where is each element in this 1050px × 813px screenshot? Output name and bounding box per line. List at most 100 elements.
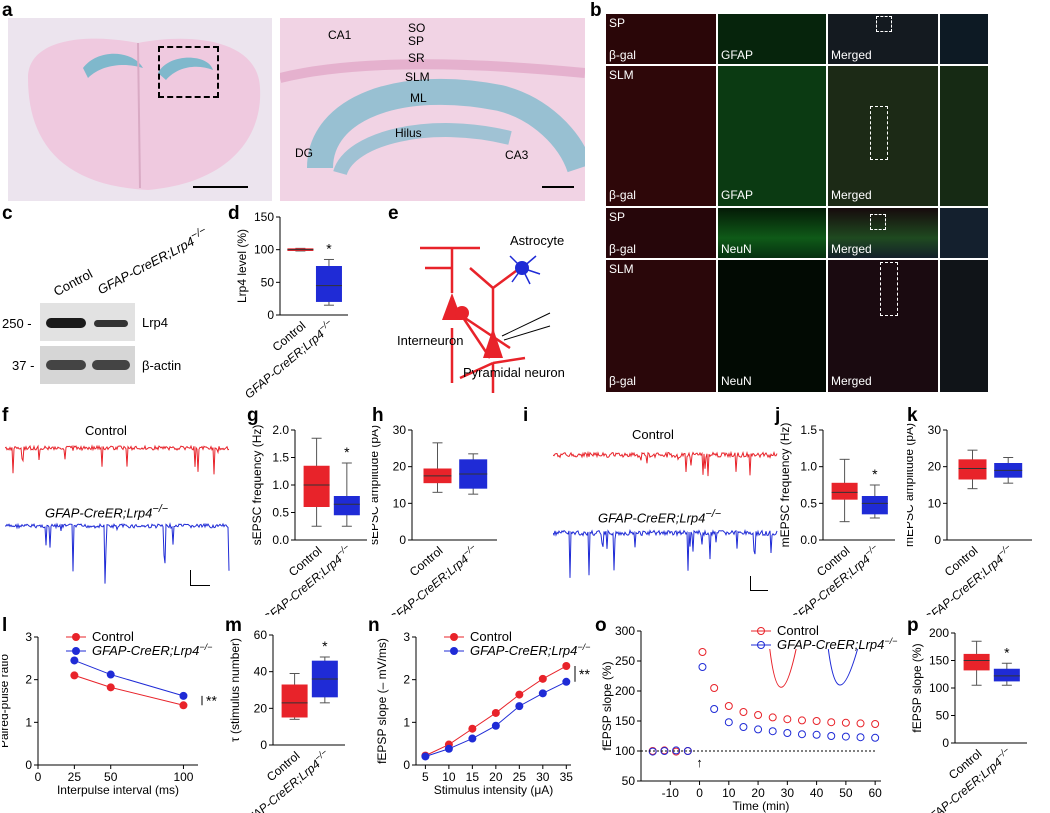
data-point	[871, 733, 880, 742]
y-tick-label: 100	[929, 681, 949, 695]
region-slm: SLM	[405, 70, 430, 84]
y-tick-label: 10	[393, 496, 407, 510]
data-point	[841, 732, 850, 741]
data-point	[468, 734, 477, 743]
scale-bar	[750, 576, 751, 590]
row3-zoom	[940, 208, 988, 258]
y-tick-label: 50	[622, 774, 636, 788]
data-point	[754, 725, 763, 734]
x-tick-label: 0	[35, 770, 42, 784]
zoom-box	[870, 214, 886, 230]
pyramidal-label: Pyramidal neuron	[463, 365, 565, 380]
data-point	[827, 732, 836, 740]
data-point	[812, 730, 821, 739]
trace-i-control-label: Control	[632, 427, 674, 442]
data-point	[710, 705, 719, 713]
data-point	[444, 744, 453, 753]
data-point	[538, 674, 547, 683]
x-tick-label: 10	[442, 770, 456, 784]
row3-region: SP	[609, 210, 626, 224]
x-tick-label: 25	[68, 770, 82, 784]
data-point	[70, 671, 79, 680]
data-point	[106, 683, 115, 692]
data-point	[710, 684, 719, 692]
data-point	[698, 663, 707, 671]
band-lrp4: Lrp4	[142, 315, 169, 330]
legend-marker	[757, 641, 765, 649]
region-hilus: Hilus	[395, 126, 422, 140]
blot-control-label: Control	[50, 266, 96, 299]
data-point	[812, 717, 821, 725]
y-tick-label: 150	[254, 210, 274, 224]
x-tick-label: 20	[751, 786, 765, 800]
data-point	[538, 689, 547, 698]
y-tick-label: 30	[393, 423, 407, 437]
genotype-text: GFAP-CreER;Lrp4	[94, 233, 197, 298]
x-axis-label: Time (min)	[733, 799, 790, 813]
x-tick-label: 30	[781, 786, 795, 800]
data-point	[739, 708, 748, 716]
data-point	[179, 691, 188, 700]
panel-label-m: m	[225, 615, 242, 636]
region-so: SO	[408, 21, 426, 35]
x-tick-label: 35	[560, 770, 574, 784]
x-tick-label: 50	[104, 770, 118, 784]
y-tick-label: 2	[25, 673, 32, 687]
row4-merged: Merged	[828, 260, 938, 392]
region-sp: SP	[408, 34, 425, 48]
data-point	[724, 718, 733, 727]
region-sr: SR	[408, 51, 425, 65]
legend-marker	[72, 647, 80, 655]
y-tick-label: 0	[25, 758, 32, 772]
y-tick-label: 100	[615, 744, 635, 758]
data-point	[515, 702, 524, 711]
row1-gfap: GFAP	[718, 14, 826, 64]
y-tick-label: 0	[267, 308, 274, 322]
y-tick-label: 20	[254, 701, 268, 715]
data-point	[768, 713, 777, 722]
row4-marker2: NeuN	[721, 374, 752, 388]
row4-zoom	[940, 260, 988, 392]
data-point	[179, 701, 188, 710]
legend-label: Control	[470, 629, 512, 644]
row4-region: SLM	[609, 262, 634, 276]
y-tick-label: 1.5	[800, 423, 817, 437]
y-tick-label: 0	[942, 736, 949, 750]
y-tick-label: 1	[25, 715, 32, 729]
scale-bar	[750, 590, 768, 591]
data-point	[648, 747, 657, 756]
y-tick-label: 150	[929, 654, 949, 668]
significance-mark: *	[1004, 644, 1010, 660]
data-point	[421, 752, 430, 761]
significance-mark: *	[872, 466, 878, 482]
y-tick-label: 0.5	[800, 496, 817, 510]
row3-marker2: NeuN	[721, 242, 752, 256]
data-point	[672, 746, 681, 755]
y-axis-label: Paired-pulse ratio	[2, 654, 11, 748]
y-tick-label: 2.0	[272, 423, 289, 437]
row1-merged-label: Merged	[831, 48, 872, 62]
panel-label-i: i	[523, 405, 529, 426]
y-tick-label: 200	[929, 626, 949, 640]
hippocampus-image: CA1 SO SP SR SLM ML Hilus DG CA3	[280, 18, 585, 201]
x-tick-label: 30	[536, 770, 550, 784]
trace-i-genotype-label: GFAP-CreER;Lrp4−/−	[598, 508, 721, 525]
region-ca3: CA3	[505, 148, 529, 162]
chart-o-ltp: 50 100 150 200 250 300 -10 0 10 20 30 40 50 60 Time (m…	[600, 623, 897, 813]
region-dg: DG	[295, 146, 313, 160]
y-tick-label: 50	[936, 709, 950, 723]
row2-marker2: GFAP	[721, 188, 754, 202]
pyramidal-cell-body-2	[483, 328, 503, 358]
box-control	[281, 684, 308, 718]
significance-mark: **	[579, 666, 590, 682]
inset-trace-control	[769, 648, 797, 688]
genotype-text: GFAP-CreER;Lrp4	[598, 510, 706, 526]
panel-label-j: j	[775, 405, 781, 426]
row2-marker1: β-gal	[609, 188, 636, 202]
panel-label-b: b	[590, 0, 602, 21]
data-point	[768, 727, 777, 736]
trace-f-control-label: Control	[85, 423, 127, 438]
